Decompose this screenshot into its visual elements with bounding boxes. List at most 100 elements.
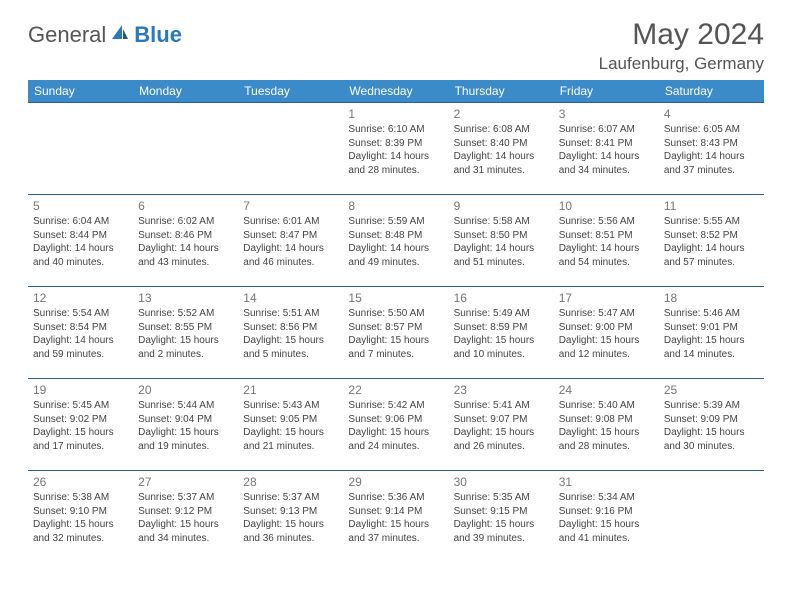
calendar-day-cell: 24Sunrise: 5:40 AMSunset: 9:08 PMDayligh… [554,379,659,471]
sunrise-line: Sunrise: 5:47 AM [559,307,654,321]
calendar-body: 1Sunrise: 6:10 AMSunset: 8:39 PMDaylight… [28,103,764,563]
daylight-line: Daylight: 15 hours and 21 minutes. [243,426,338,453]
day-number: 4 [664,106,759,122]
daylight-line: Daylight: 15 hours and 10 minutes. [454,334,549,361]
daylight-line: Daylight: 15 hours and 28 minutes. [559,426,654,453]
sunrise-line: Sunrise: 5:50 AM [348,307,443,321]
sunset-line: Sunset: 8:43 PM [664,137,759,151]
day-header: Thursday [449,80,554,103]
sunrise-line: Sunrise: 5:49 AM [454,307,549,321]
day-number: 16 [454,290,549,306]
sunrise-line: Sunrise: 5:38 AM [33,491,128,505]
calendar-day-cell: 18Sunrise: 5:46 AMSunset: 9:01 PMDayligh… [659,287,764,379]
daylight-line: Daylight: 15 hours and 24 minutes. [348,426,443,453]
daylight-line: Daylight: 15 hours and 7 minutes. [348,334,443,361]
sunrise-line: Sunrise: 5:46 AM [664,307,759,321]
day-number: 14 [243,290,338,306]
calendar-week-row: 12Sunrise: 5:54 AMSunset: 8:54 PMDayligh… [28,287,764,379]
sunset-line: Sunset: 9:13 PM [243,505,338,519]
day-number: 12 [33,290,128,306]
day-header: Saturday [659,80,764,103]
day-number: 29 [348,474,443,490]
sunset-line: Sunset: 9:16 PM [559,505,654,519]
daylight-line: Daylight: 14 hours and 28 minutes. [348,150,443,177]
sunset-line: Sunset: 8:51 PM [559,229,654,243]
sunrise-line: Sunrise: 5:44 AM [138,399,233,413]
day-header: Friday [554,80,659,103]
day-number: 7 [243,198,338,214]
sunrise-line: Sunrise: 5:56 AM [559,215,654,229]
day-number: 21 [243,382,338,398]
calendar-day-cell: 28Sunrise: 5:37 AMSunset: 9:13 PMDayligh… [238,471,343,563]
calendar-day-cell: 29Sunrise: 5:36 AMSunset: 9:14 PMDayligh… [343,471,448,563]
daylight-line: Daylight: 14 hours and 31 minutes. [454,150,549,177]
day-number: 10 [559,198,654,214]
day-header: Sunday [28,80,133,103]
calendar-head: SundayMondayTuesdayWednesdayThursdayFrid… [28,80,764,103]
day-number: 1 [348,106,443,122]
sunset-line: Sunset: 8:39 PM [348,137,443,151]
daylight-line: Daylight: 15 hours and 5 minutes. [243,334,338,361]
sunrise-line: Sunrise: 5:55 AM [664,215,759,229]
sunrise-line: Sunrise: 5:41 AM [454,399,549,413]
calendar-week-row: 1Sunrise: 6:10 AMSunset: 8:39 PMDaylight… [28,103,764,195]
day-number: 20 [138,382,233,398]
daylight-line: Daylight: 15 hours and 41 minutes. [559,518,654,545]
calendar-day-cell: 14Sunrise: 5:51 AMSunset: 8:56 PMDayligh… [238,287,343,379]
day-number: 15 [348,290,443,306]
calendar-day-cell: 20Sunrise: 5:44 AMSunset: 9:04 PMDayligh… [133,379,238,471]
calendar-day-cell: 21Sunrise: 5:43 AMSunset: 9:05 PMDayligh… [238,379,343,471]
sunrise-line: Sunrise: 5:59 AM [348,215,443,229]
calendar-day-cell: 23Sunrise: 5:41 AMSunset: 9:07 PMDayligh… [449,379,554,471]
sunset-line: Sunset: 9:05 PM [243,413,338,427]
calendar-day-cell: 27Sunrise: 5:37 AMSunset: 9:12 PMDayligh… [133,471,238,563]
sunrise-line: Sunrise: 5:36 AM [348,491,443,505]
sunrise-line: Sunrise: 5:52 AM [138,307,233,321]
calendar-day-cell [659,471,764,563]
daylight-line: Daylight: 15 hours and 34 minutes. [138,518,233,545]
day-number: 26 [33,474,128,490]
daylight-line: Daylight: 14 hours and 43 minutes. [138,242,233,269]
sunset-line: Sunset: 9:14 PM [348,505,443,519]
calendar-table: SundayMondayTuesdayWednesdayThursdayFrid… [28,80,764,563]
day-number: 23 [454,382,549,398]
day-number: 30 [454,474,549,490]
sunrise-line: Sunrise: 5:35 AM [454,491,549,505]
sunset-line: Sunset: 8:57 PM [348,321,443,335]
sunrise-line: Sunrise: 5:51 AM [243,307,338,321]
calendar-week-row: 19Sunrise: 5:45 AMSunset: 9:02 PMDayligh… [28,379,764,471]
day-number: 31 [559,474,654,490]
sunrise-line: Sunrise: 6:05 AM [664,123,759,137]
day-number: 3 [559,106,654,122]
day-number: 5 [33,198,128,214]
daylight-line: Daylight: 14 hours and 59 minutes. [33,334,128,361]
sunset-line: Sunset: 8:44 PM [33,229,128,243]
sunrise-line: Sunrise: 6:07 AM [559,123,654,137]
day-number: 28 [243,474,338,490]
daylight-line: Daylight: 15 hours and 26 minutes. [454,426,549,453]
day-number: 25 [664,382,759,398]
day-header: Wednesday [343,80,448,103]
day-header: Monday [133,80,238,103]
calendar-day-cell: 9Sunrise: 5:58 AMSunset: 8:50 PMDaylight… [449,195,554,287]
daylight-line: Daylight: 14 hours and 51 minutes. [454,242,549,269]
calendar-week-row: 26Sunrise: 5:38 AMSunset: 9:10 PMDayligh… [28,471,764,563]
daylight-line: Daylight: 15 hours and 30 minutes. [664,426,759,453]
calendar-day-cell: 12Sunrise: 5:54 AMSunset: 8:54 PMDayligh… [28,287,133,379]
sunset-line: Sunset: 9:00 PM [559,321,654,335]
sunrise-line: Sunrise: 5:37 AM [243,491,338,505]
sunset-line: Sunset: 8:55 PM [138,321,233,335]
calendar-day-cell [238,103,343,195]
sunset-line: Sunset: 9:15 PM [454,505,549,519]
calendar-day-cell: 7Sunrise: 6:01 AMSunset: 8:47 PMDaylight… [238,195,343,287]
sunrise-line: Sunrise: 5:54 AM [33,307,128,321]
daylight-line: Daylight: 15 hours and 2 minutes. [138,334,233,361]
sunset-line: Sunset: 9:01 PM [664,321,759,335]
calendar-day-cell: 26Sunrise: 5:38 AMSunset: 9:10 PMDayligh… [28,471,133,563]
calendar-day-cell: 6Sunrise: 6:02 AMSunset: 8:46 PMDaylight… [133,195,238,287]
sunset-line: Sunset: 8:50 PM [454,229,549,243]
sunrise-line: Sunrise: 5:34 AM [559,491,654,505]
day-number: 22 [348,382,443,398]
daylight-line: Daylight: 14 hours and 34 minutes. [559,150,654,177]
sunrise-line: Sunrise: 5:40 AM [559,399,654,413]
